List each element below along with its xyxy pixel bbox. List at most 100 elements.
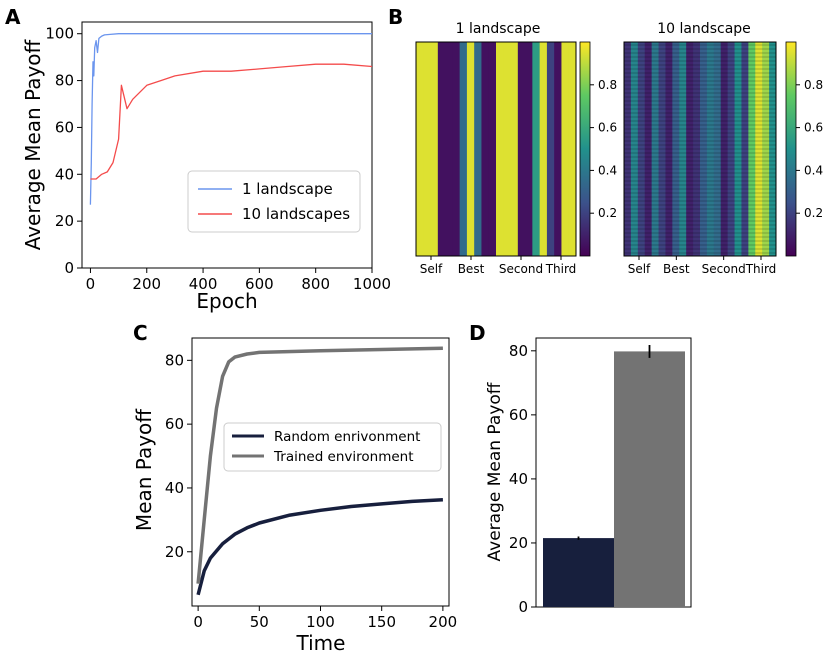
- heatmap-1-column: [532, 42, 541, 256]
- panel-a-xtick-label: 800: [301, 275, 330, 293]
- panel-d-ylabel: Average Mean Payoff: [485, 381, 505, 561]
- panel-a-xtick-label: 600: [245, 275, 274, 293]
- legend-label-random-environment: Random enrivonment: [274, 429, 420, 445]
- panel-a-ytick-label: 100: [45, 25, 74, 43]
- panel-a-line-chart: 0 20 40 60 80 100 0 200 400 600 800 1000 Average M…: [21, 21, 391, 313]
- colorbar-1-tick-label: 0.4: [598, 163, 617, 177]
- colorbar-2-tick-label: 0.6: [804, 121, 823, 135]
- legend-label-10-landscapes: 10 landscapes: [242, 205, 350, 223]
- panel-d-ytick-label: 80: [509, 342, 528, 360]
- panel-a-ytick-label: 80: [55, 72, 74, 90]
- heatmap-1-column: [488, 42, 497, 256]
- heatmap-1-column: [437, 42, 446, 256]
- panel-d-bar-chart: 0 20 40 60 80 Average Mean Payoff: [485, 337, 692, 616]
- panel-c-ytick-label: 20: [165, 543, 184, 561]
- panel-c-ytick-label: 80: [165, 351, 184, 369]
- heatmap-1-column: [416, 42, 424, 256]
- panel-c-xtick-label: 50: [250, 613, 269, 631]
- heatmap-2-row-texture: [624, 42, 776, 256]
- panel-d-ytick-label: 40: [509, 470, 528, 488]
- colorbar-1-tick-label: 0.8: [598, 78, 617, 92]
- heatmap-1-column: [568, 42, 577, 256]
- panel-a-ytick-label: 20: [55, 212, 74, 230]
- heatmap-1-column: [525, 42, 533, 256]
- panel-c-xtick-label: 150: [367, 613, 396, 631]
- heatmap-1-column: [445, 42, 453, 256]
- heatmap-1-column: [474, 42, 482, 256]
- panel-a-xlabel: Epoch: [196, 289, 257, 313]
- panel-a-series-1: [90, 63, 373, 180]
- panel-a-legend: 1 landscape 10 landscapes: [187, 170, 361, 233]
- panel-c-xtick-label: 100: [306, 613, 335, 631]
- panel-a-xtick-label: 400: [189, 275, 218, 293]
- panel-c-series-1: [196, 346, 443, 584]
- heatmap-1-frame: [415, 41, 577, 257]
- heatmap-1-xtick-label: Third: [545, 262, 577, 276]
- legend-label-trained-environment: Trained environment: [273, 449, 414, 465]
- heatmap-2-frame: [623, 41, 777, 257]
- panel-letter-a: A: [5, 5, 21, 29]
- panel-c-xtick-label: 200: [429, 613, 458, 631]
- heatmap-1-column: [452, 42, 461, 256]
- colorbar-1: [579, 41, 591, 257]
- panel-a-axes-frame: [81, 21, 373, 269]
- heatmap-1-column: [423, 42, 432, 256]
- panel-c-line-chart: 20 40 60 80 0 50 100 150 200 Mean Payoff Time R…: [132, 337, 458, 655]
- legend-label-1-landscape: 1 landscape: [242, 180, 333, 198]
- panel-a-xtick-label: 0: [86, 275, 96, 293]
- panel-a-ylabel: Average Mean Payoff: [21, 38, 45, 250]
- heatmap-1-column: [510, 42, 519, 256]
- heatmap-1-column: [546, 42, 555, 256]
- heatmap-1-xtick-label: Best: [458, 262, 485, 276]
- panel-d-bar-0: [543, 538, 614, 607]
- panel-c-legend: Random enrivonment Trained environment: [223, 422, 442, 472]
- panel-a-ytick-label: 40: [55, 165, 74, 183]
- heatmap-1-column: [503, 42, 512, 256]
- panel-b-heatmaps: 1 landscape 10 landscape 0.2 0.4 0.6 0.8 0.…: [415, 21, 823, 276]
- panel-c-ytick-label: 40: [165, 479, 184, 497]
- heatmap-1-column: [517, 42, 526, 256]
- heatmap-1-column: [481, 42, 490, 256]
- colorbar-2-tick-label: 0.2: [804, 206, 823, 220]
- panel-c-legend-box: [223, 422, 442, 472]
- heatmap-1-xtick-label: Self: [420, 262, 443, 276]
- heatmap-2-title: 10 landscape: [657, 21, 751, 37]
- heatmap-1-column: [539, 42, 548, 256]
- heatmap-1-cells: [416, 42, 577, 256]
- panel-c-ytick-label: 60: [165, 415, 184, 433]
- colorbar-1-tick-label: 0.2: [598, 206, 617, 220]
- panel-c-xtick-label: 0: [193, 613, 203, 631]
- heatmap-2-xtick-label: Second: [702, 262, 746, 276]
- heatmap-1-xtick-label: Second: [499, 262, 543, 276]
- colorbar-2-tick-label: 0.8: [804, 78, 823, 92]
- heatmap-1-column: [496, 42, 504, 256]
- heatmap-1-column: [554, 42, 562, 256]
- panel-c-axes-frame: [191, 337, 450, 607]
- colorbar-1-tick-label: 0.6: [598, 121, 617, 135]
- panel-a-xtick-label: 200: [132, 275, 161, 293]
- panel-a-legend-box: [187, 170, 361, 233]
- colorbar-2-tick-label: 0.4: [804, 163, 823, 177]
- panel-letter-d: D: [469, 321, 486, 345]
- panel-letter-b: B: [388, 5, 403, 29]
- panel-a-ytick-label: 0: [64, 259, 74, 277]
- heatmap-2-xtick-label: Self: [628, 262, 651, 276]
- panel-a-series-0: [89, 33, 372, 205]
- panel-d-ytick-label: 0: [518, 598, 528, 616]
- panel-d-ytick-label: 20: [509, 534, 528, 552]
- panel-a-xtick-label: 1000: [353, 275, 391, 293]
- panel-letter-c: C: [133, 321, 148, 345]
- heatmap-1-title: 1 landscape: [456, 21, 541, 37]
- heatmap-1-column: [459, 42, 468, 256]
- heatmap-1-column: [561, 42, 570, 256]
- panel-d-bar-1: [614, 351, 685, 607]
- panel-c-xlabel: Time: [296, 631, 346, 655]
- heatmap-1-column: [466, 42, 475, 256]
- panel-c-series-0: [196, 498, 443, 596]
- heatmap-2-xtick-label: Best: [663, 262, 690, 276]
- panel-c-ylabel: Mean Payoff: [132, 408, 156, 531]
- colorbar-2: [785, 41, 797, 257]
- heatmap-1-column: [430, 42, 439, 256]
- heatmap-2-xtick-label: Third: [745, 262, 777, 276]
